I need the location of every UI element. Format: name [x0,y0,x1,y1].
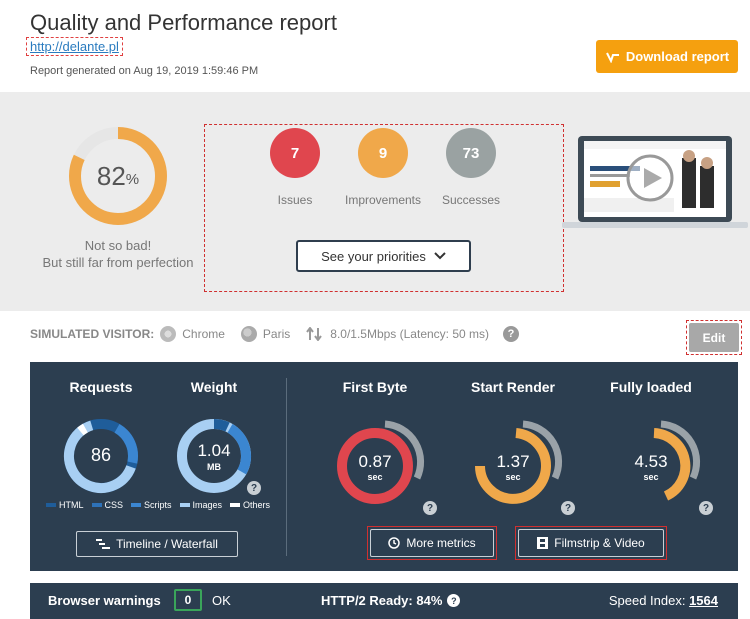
filmstrip-video-button[interactable]: Filmstrip & Video [518,529,664,557]
download-report-label: Download report [625,49,730,64]
more-metrics-label: More metrics [406,536,476,550]
first-byte-unit: sec [367,472,383,482]
timeline-waterfall-label: Timeline / Waterfall [116,537,218,551]
successes-label: Successes [441,193,501,207]
report-header: Quality and Performance report http://de… [0,0,750,92]
priorities-box [204,124,564,292]
first-byte-label: First Byte [342,379,408,395]
visitor-connection: 8.0/1.5Mbps (Latency: 50 ms) [330,327,490,341]
download-report-button[interactable]: Download report [596,40,738,73]
more-metrics-wrapper: More metrics [367,526,497,560]
improvements-count[interactable]: 9 [358,128,408,178]
http2-label: HTTP/2 Ready: 84% [321,593,443,608]
play-icon[interactable] [626,154,674,202]
see-priorities-label: See your priorities [321,248,426,264]
speed-index: Speed Index: 1564 [609,593,718,608]
weight-unit: MB [207,462,221,472]
site-preview-thumbnail[interactable] [562,136,748,232]
start-render-value: 1.37 [496,452,530,471]
requests-label: Requests [69,379,133,395]
browser-warnings-status: OK [212,593,231,608]
visitor-label: SIMULATED VISITOR: [30,327,155,341]
issues-count[interactable]: 7 [270,128,320,178]
report-timestamp: Report generated on Aug 19, 2019 1:59:46… [30,65,259,77]
panel-divider [286,378,287,556]
film-icon [537,537,549,549]
weight-donut [177,419,251,493]
legend-scripts: Scripts [131,500,172,510]
score-ring [69,127,167,225]
successes-count[interactable]: 73 [446,128,496,178]
first-byte-value: 0.87 [358,452,392,471]
legend-html: HTML [46,500,84,510]
speed-index-value[interactable]: 1564 [689,593,718,608]
score-verdict: Not so bad! But still far from perfectio… [42,238,194,270]
edit-visitor-wrapper: Edit [686,320,742,355]
simulated-visitor-row: SIMULATED VISITOR: Chrome Paris 8.0/1.5M… [30,326,520,342]
fully-loaded-unit: sec [643,472,659,482]
fully-loaded-label: Fully loaded [610,379,692,395]
start-render-help-icon[interactable]: ? [561,501,575,515]
first-byte-gauge [337,420,425,504]
http2-status: HTTP/2 Ready: 84% ? [321,593,461,608]
start-render-gauge [475,420,563,504]
speed-index-label: Speed Index: [608,593,686,608]
browser-warnings-count[interactable]: 0 [174,589,202,611]
timeline-waterfall-button[interactable]: Timeline / Waterfall [76,531,238,557]
score-arc [69,127,167,225]
start-render-label: Start Render [470,379,556,395]
chrome-icon [160,326,177,342]
site-url-link[interactable]: http://delante.pl [26,37,123,56]
requests-donut [64,419,138,493]
metrics-panel [30,362,738,571]
requests-value: 86 [90,445,112,465]
visitor-browser: Chrome [182,327,225,341]
chevron-down-icon [434,252,446,260]
legend-images: Images [179,500,222,510]
up-down-arrows-icon [306,327,323,341]
score-value: 82% [96,160,140,191]
browser-warnings-label: Browser warnings [48,593,161,608]
download-icon [605,52,619,63]
edit-visitor-button[interactable]: Edit [689,323,739,352]
start-render-unit: sec [505,472,521,482]
improvements-label: Improvements [344,193,422,207]
filmstrip-video-wrapper: Filmstrip & Video [515,526,667,560]
visitor-location: Paris [262,327,291,341]
fully-loaded-gauge [653,420,701,501]
more-metrics-button[interactable]: More metrics [370,529,494,557]
legend-css: CSS [91,500,123,510]
requests-legend: HTML CSS Scripts Images Others [46,500,270,510]
fully-loaded-help-icon[interactable]: ? [699,501,713,515]
weight-help-icon[interactable]: ? [247,481,261,495]
page-title: Quality and Performance report [30,10,337,35]
bottom-status-bar: Browser warnings 0 OK HTTP/2 Ready: 84% … [30,583,738,619]
waterfall-icon [96,539,111,549]
fully-loaded-value: 4.53 [634,452,668,471]
first-byte-help-icon[interactable]: ? [423,501,437,515]
weight-value: 1.04 [197,441,231,460]
legend-others: Others [230,500,270,510]
see-priorities-button[interactable]: See your priorities [296,240,471,272]
weight-label: Weight [190,379,238,395]
http2-help-icon[interactable]: ? [447,594,461,607]
clock-icon [388,537,401,549]
globe-icon [240,326,257,342]
help-icon[interactable]: ? [503,326,520,342]
issues-label: Issues [277,193,313,207]
filmstrip-video-label: Filmstrip & Video [554,536,645,550]
